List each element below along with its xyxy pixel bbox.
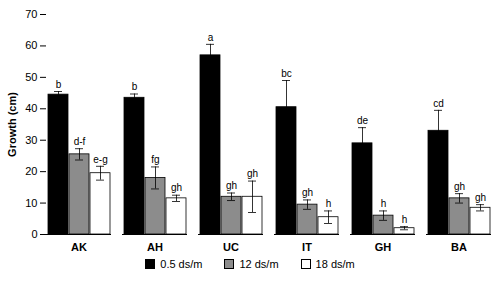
svg-text:h: h <box>402 214 408 225</box>
svg-text:a: a <box>208 32 214 43</box>
svg-text:UC: UC <box>223 241 239 253</box>
svg-text:gh: gh <box>247 168 258 179</box>
svg-text:0: 0 <box>31 228 37 240</box>
svg-text:10: 10 <box>25 197 37 209</box>
svg-text:60: 60 <box>25 39 37 51</box>
svg-text:h: h <box>326 198 332 209</box>
svg-text:IT: IT <box>302 241 312 253</box>
svg-text:fg: fg <box>151 154 159 165</box>
svg-text:bc: bc <box>281 68 292 79</box>
svg-text:50: 50 <box>25 71 37 83</box>
svg-text:30: 30 <box>25 134 37 146</box>
svg-text:cd: cd <box>433 98 444 109</box>
svg-text:gh: gh <box>302 187 313 198</box>
svg-text:Growth (cm): Growth (cm) <box>6 92 18 157</box>
svg-text:b: b <box>56 79 62 90</box>
html-text:18 ds/m: 18 ds/m <box>315 258 355 270</box>
svg-text:gh: gh <box>171 182 182 193</box>
svg-text:gh: gh <box>454 181 465 192</box>
svg-text:gh: gh <box>475 192 486 203</box>
html-text:12 ds/m: 12 ds/m <box>239 258 279 270</box>
svg-text:b: b <box>132 81 138 92</box>
svg-text:70: 70 <box>25 8 37 20</box>
svg-text:h: h <box>381 198 387 209</box>
svg-text:20: 20 <box>25 165 37 177</box>
svg-text:AH: AH <box>147 241 163 253</box>
svg-text:40: 40 <box>25 102 37 114</box>
svg-text:BA: BA <box>451 241 467 253</box>
svg-text:gh: gh <box>226 180 237 191</box>
svg-text:AK: AK <box>71 241 87 253</box>
svg-text:GH: GH <box>375 241 392 253</box>
svg-text:d-f: d-f <box>74 136 86 147</box>
svg-text:e-g: e-g <box>93 154 107 165</box>
svg-text:de: de <box>357 115 369 126</box>
html-text:0.5 ds/m: 0.5 ds/m <box>160 258 203 270</box>
